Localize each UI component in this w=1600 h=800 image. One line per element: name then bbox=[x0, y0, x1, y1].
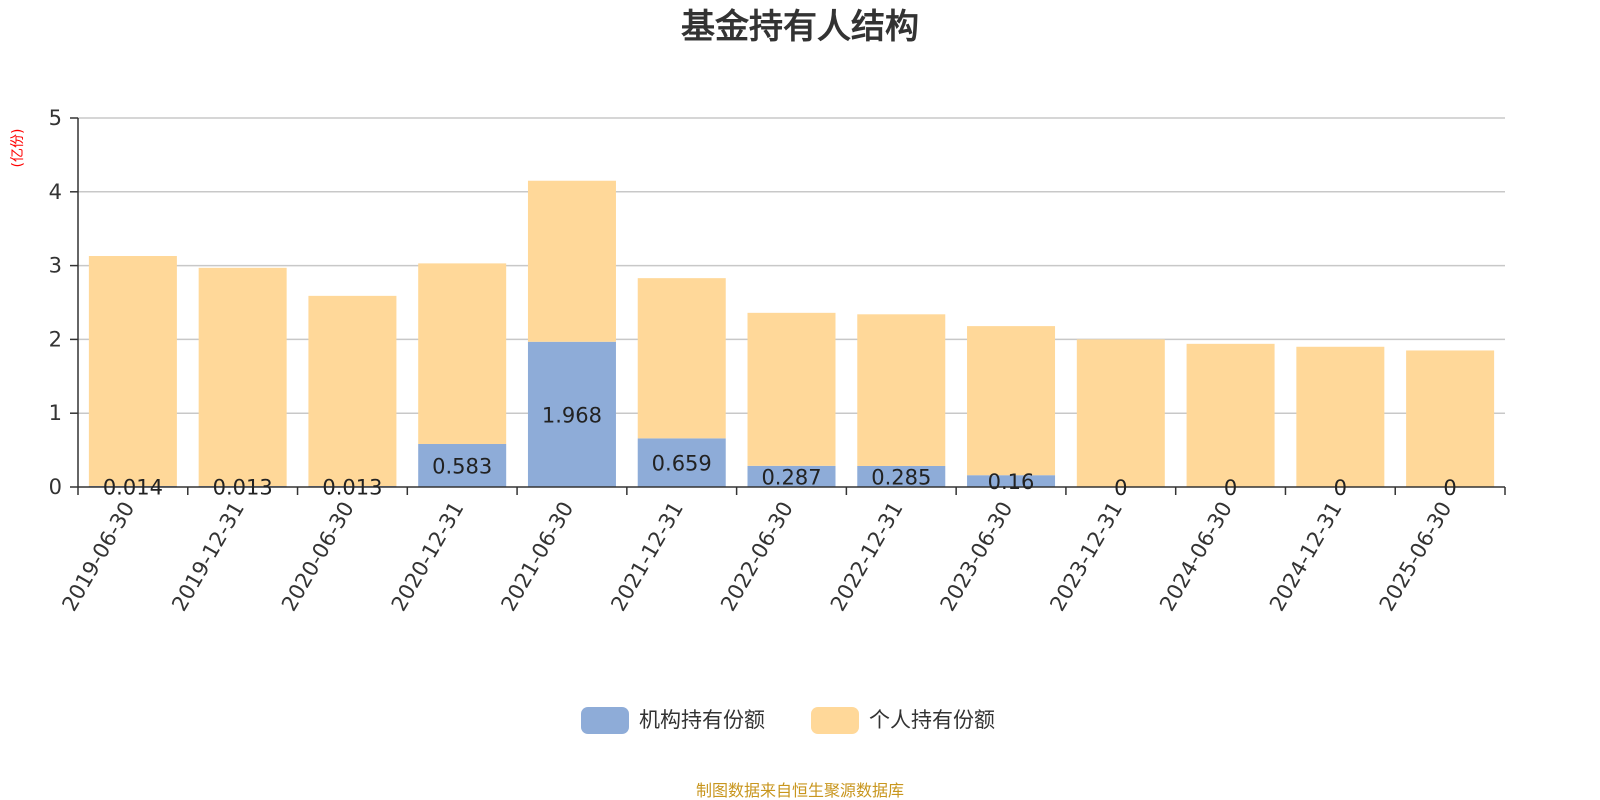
data-labels: 0.014 0.013 0.013 0.583 1.968 0.659 0.287 0.285… bbox=[103, 403, 1457, 500]
x-tick-label: 2023-12-31 bbox=[1045, 498, 1127, 616]
data-label-institutional: 0.013 bbox=[213, 476, 273, 500]
bar-individual bbox=[967, 326, 1056, 476]
data-label-institutional: 0.287 bbox=[761, 465, 821, 489]
x-tick-label: 2022-12-31 bbox=[826, 498, 908, 616]
y-tick-label: 0 bbox=[49, 475, 62, 499]
bar-institutional bbox=[418, 443, 507, 487]
y-tick-label: 1 bbox=[49, 401, 62, 425]
x-tick-label: 2023-06-30 bbox=[936, 498, 1018, 616]
bar-individual bbox=[88, 256, 177, 486]
legend: 机构持有份额 个人持有份额 bbox=[581, 707, 995, 734]
bar-individual bbox=[198, 267, 287, 487]
x-tick-label: 2021-12-31 bbox=[606, 498, 688, 616]
data-label-institutional: 0.013 bbox=[322, 476, 382, 500]
x-tick-label: 2021-06-30 bbox=[496, 498, 578, 616]
data-label-institutional: 1.968 bbox=[542, 403, 602, 427]
y-tick-label: 5 bbox=[49, 106, 62, 130]
bar-institutional bbox=[527, 341, 616, 487]
source-note: 制图数据来自恒生聚源数据库 bbox=[696, 781, 904, 800]
data-label-institutional: 0 bbox=[1334, 476, 1347, 500]
bar-individual bbox=[857, 314, 946, 466]
bar-individual bbox=[747, 312, 836, 466]
bar-individual bbox=[527, 180, 616, 342]
bar-individual bbox=[1186, 343, 1275, 487]
bar-individual bbox=[308, 295, 397, 487]
legend-swatch bbox=[581, 707, 629, 734]
bar-institutional bbox=[967, 475, 1056, 487]
bar-individual bbox=[1406, 350, 1495, 487]
y-tick-label: 2 bbox=[49, 327, 62, 351]
y-axis-unit: (亿份) bbox=[10, 129, 26, 168]
data-label-institutional: 0.285 bbox=[871, 465, 931, 489]
bar-individual bbox=[418, 263, 507, 444]
y-tick-label: 3 bbox=[49, 254, 62, 278]
bars bbox=[88, 180, 1495, 487]
y-tick-label: 4 bbox=[49, 180, 62, 204]
x-tick-label: 2022-06-30 bbox=[716, 498, 798, 616]
data-label-institutional: 0.659 bbox=[652, 452, 712, 476]
bar-institutional bbox=[747, 465, 836, 487]
x-tick-label: 2020-12-31 bbox=[387, 498, 469, 616]
legend-label: 个人持有份额 bbox=[869, 708, 995, 732]
chart-title: 基金持有人结构 bbox=[681, 7, 919, 47]
data-label-institutional: 0.16 bbox=[988, 470, 1035, 494]
data-label-institutional: 0 bbox=[1224, 476, 1237, 500]
data-label-institutional: 0.014 bbox=[103, 475, 163, 499]
x-tick-label: 2019-12-31 bbox=[167, 498, 249, 616]
x-tick-label: 2025-06-30 bbox=[1375, 498, 1457, 616]
legend-label: 机构持有份额 bbox=[639, 708, 765, 732]
bar-institutional bbox=[857, 465, 946, 487]
bar-individual bbox=[637, 278, 726, 439]
x-tick-label: 2020-06-30 bbox=[277, 498, 359, 616]
x-tick-label: 2024-12-31 bbox=[1265, 498, 1347, 616]
bar-institutional bbox=[637, 438, 726, 487]
x-tick-label: 2019-06-30 bbox=[57, 498, 139, 616]
bar-individual bbox=[1296, 346, 1385, 487]
x-tick-label: 2024-06-30 bbox=[1155, 498, 1237, 616]
bar-individual bbox=[1076, 339, 1165, 487]
data-label-institutional: 0 bbox=[1114, 476, 1127, 500]
data-label-institutional: 0 bbox=[1443, 476, 1456, 500]
data-label-institutional: 0.583 bbox=[432, 454, 492, 478]
legend-swatch bbox=[811, 707, 859, 734]
